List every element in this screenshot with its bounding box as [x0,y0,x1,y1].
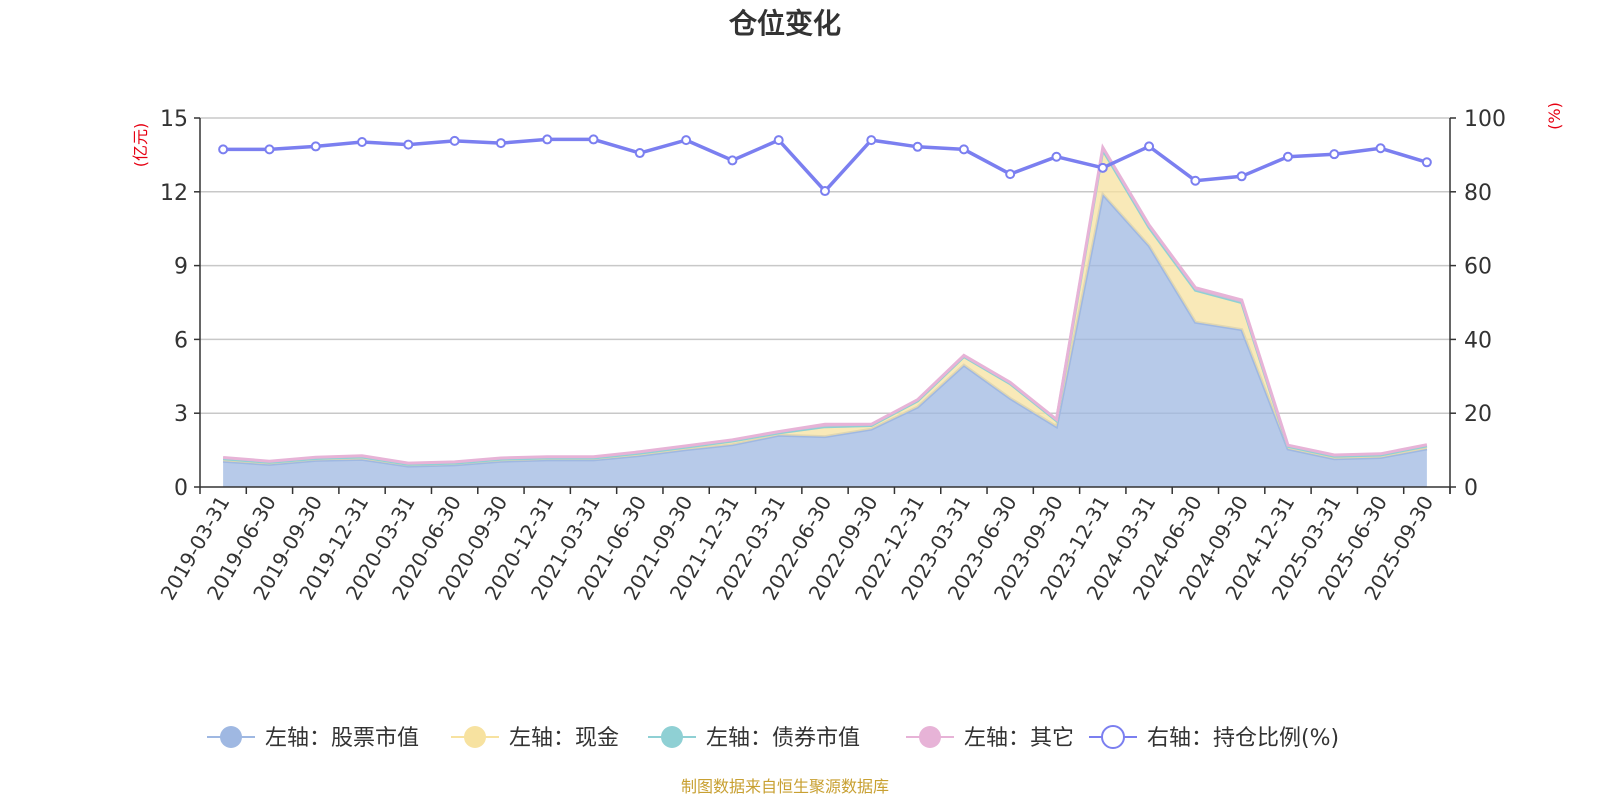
ratio-point [588,134,599,145]
ratio-point [958,144,969,155]
ratio-line-path [223,137,1428,194]
right-axis-unit: (%) [1545,102,1564,130]
ratio-point [634,148,645,159]
ratio-point [1236,171,1247,182]
ratio-point [1282,151,1293,162]
ratio-point [1329,149,1340,160]
ratio-point [495,138,506,149]
legend-dot-icon [1101,725,1125,749]
right-axis-tick-label: 80 [1464,181,1492,206]
ratio-point [1190,175,1201,186]
left-axis-tick-label: 3 [174,402,188,427]
right-axis-tick-label: 40 [1464,328,1492,353]
stacked-areas [222,143,1428,488]
right-axis-tick-label: 60 [1464,255,1492,280]
legend-dot-icon [464,726,486,748]
ratio-point [403,139,414,150]
ratio-point [1005,169,1016,180]
ratio-point [218,144,229,155]
ratio-point [1144,141,1155,152]
ratio-point [1097,162,1108,173]
legend-dot-icon [661,726,683,748]
ratio-point [357,136,368,147]
ratio-point [1375,143,1386,154]
area-左轴：股票市值 [223,194,1427,488]
right-axis-tick-label: 0 [1464,476,1478,501]
ratio-point [542,134,553,145]
legend-dot-icon [220,726,242,748]
ratio-point [912,141,923,152]
legend-label: 左轴：其它 [964,726,1074,751]
left-axis-tick-label: 15 [160,107,188,132]
right-axis-tick-label: 100 [1464,107,1506,132]
legend-item: 左轴：债券市值 [648,726,860,751]
legend: 左轴：股票市值 左轴：现金 左轴：债券市值 左轴：其它 右轴：持仓比例(%) [207,725,1339,751]
left-axis-tick-label: 0 [174,476,188,501]
legend-item: 左轴：股票市值 [207,726,419,751]
ratio-point [866,135,877,146]
legend-dot-icon [919,726,941,748]
source-note: 制图数据来自恒生聚源数据库 [681,777,889,796]
ratio-point [681,135,692,146]
legend-label: 左轴：债券市值 [706,726,860,751]
legend-label: 左轴：现金 [509,726,619,751]
ratio-point [310,141,321,152]
right-axis-tick-label: 20 [1464,402,1492,427]
left-axis-tick-label: 6 [174,328,188,353]
area-edge-左轴：其它 [222,143,1428,465]
legend-item: 右轴：持仓比例(%) [1089,725,1339,751]
ratio-point [449,135,460,146]
left-axis-unit: (亿元) [131,123,150,168]
ratio-point [1051,151,1062,162]
ratio-point [264,144,275,155]
ratio-line [218,134,1432,197]
left-axis-tick-label: 9 [174,255,188,280]
axes: 036912150204060801002019-03-312019-06-30… [156,107,1506,604]
legend-label: 左轴：股票市值 [265,726,419,751]
chart-title: 仓位变化 [729,7,841,40]
ratio-point [773,135,784,146]
legend-item: 左轴：其它 [906,726,1074,751]
ratio-point [820,186,830,197]
legend-item: 左轴：现金 [451,726,619,751]
ratio-point [727,155,738,166]
left-axis-tick-label: 12 [160,181,188,206]
legend-label: 右轴：持仓比例(%) [1147,726,1339,751]
ratio-point [1421,157,1432,168]
